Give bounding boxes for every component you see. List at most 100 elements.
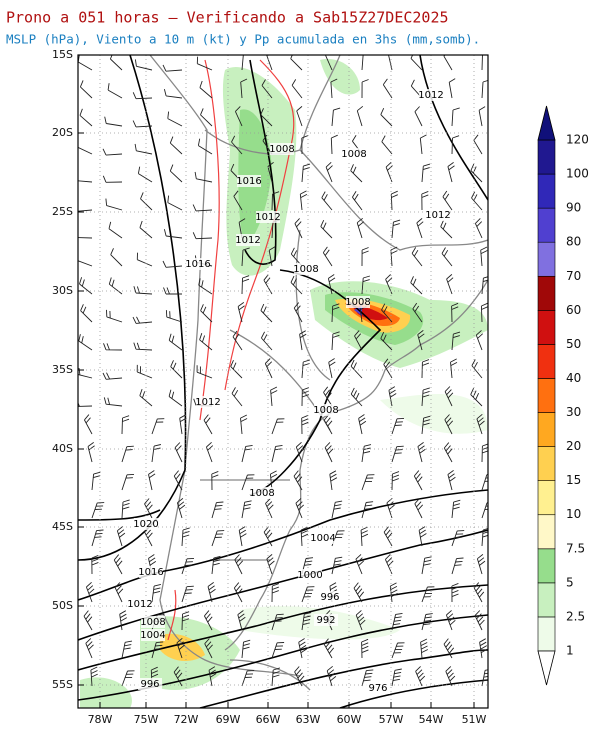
wind-barb: [411, 247, 423, 267]
wind-barb: [350, 387, 363, 407]
wind-barb: [116, 526, 126, 547]
wind-barb: [121, 445, 134, 463]
wind-barb: [240, 414, 248, 435]
wind-barb: [173, 470, 183, 491]
wind-barb: [480, 302, 488, 323]
isobar-label-bg: [236, 234, 260, 246]
wind-barb: [417, 442, 426, 463]
wind-barb: [260, 108, 273, 127]
isobar-label-bg: [270, 143, 294, 155]
wind-barb: [192, 232, 213, 240]
wind-barb: [294, 666, 305, 687]
isobar-label: 1008: [293, 264, 318, 275]
wind-barb: [391, 417, 405, 435]
wind-barb: [261, 79, 273, 99]
colorbar-segment: [537, 446, 556, 481]
wind-barb: [361, 638, 369, 659]
isobar-label-bg: [314, 404, 338, 416]
lon-label: 75W: [134, 713, 159, 726]
wind-barb: [199, 333, 213, 351]
wind-barb: [194, 171, 213, 183]
isobar-label-bg: [141, 629, 165, 641]
wind-barb: [421, 190, 429, 211]
wind-barb: [361, 669, 374, 687]
wind-barb: [151, 444, 162, 463]
wind-barb: [330, 78, 338, 99]
wind-barb: [139, 388, 153, 407]
wind-barb: [301, 359, 311, 379]
wind-barb: [181, 611, 190, 631]
wind-barb: [91, 529, 104, 547]
wind-barb: [78, 140, 93, 155]
wind-barb: [380, 331, 393, 351]
wind-barb: [163, 88, 183, 99]
colorbar-label: 5: [566, 575, 574, 589]
wind-barb: [270, 386, 278, 407]
wind-barb: [445, 666, 456, 687]
wind-barb: [84, 414, 93, 435]
wind-barb: [414, 498, 424, 519]
wind-barb: [443, 638, 455, 659]
isobar-label: 1016: [138, 567, 163, 578]
colorbar-label: 100: [566, 167, 589, 181]
wind-barb: [481, 502, 488, 519]
isobar-label-bg: [186, 258, 210, 270]
wind-barb: [78, 401, 93, 407]
wind-barb: [451, 499, 461, 519]
colorbar-label: 60: [566, 303, 581, 317]
wind-barb: [197, 138, 213, 155]
wind-barb: [136, 364, 153, 379]
wind-barb: [385, 161, 393, 183]
wind-barb: [361, 55, 364, 71]
colorbar-label: 7.5: [566, 541, 585, 555]
wind-barb: [443, 55, 453, 71]
wind-barb: [179, 414, 187, 435]
wind-barb: [173, 666, 183, 687]
colorbar: 1 2.5 5 7.5 10 15 20 30 40 50 60 70 80 90 100 120: [537, 105, 589, 686]
wind-barb: [174, 442, 183, 463]
isobar-label: 1004: [140, 630, 165, 641]
wind-barb: [121, 670, 135, 687]
wind-barb: [413, 470, 423, 491]
wind-barb: [481, 55, 483, 71]
wind-barb: [241, 500, 252, 519]
colorbar-segment: [537, 310, 556, 345]
wind-barb: [355, 610, 366, 631]
wind-barb: [381, 135, 393, 155]
isobar-label: 992: [316, 615, 335, 626]
wind-barb: [103, 343, 123, 351]
wind-barb: [301, 414, 309, 435]
wind-barb: [205, 441, 214, 463]
isobar-label-bg: [138, 678, 162, 690]
wind-barb: [350, 359, 363, 379]
isobar-label: 1012: [235, 235, 260, 246]
wind-barb: [241, 275, 250, 295]
wind-barb: [479, 638, 488, 659]
wind-barb: [176, 498, 186, 519]
wind-barb: [481, 474, 488, 491]
wind-barb: [322, 246, 333, 267]
wind-barb: [83, 610, 93, 631]
wind-barb: [414, 106, 423, 127]
colorbar-segment: [537, 173, 556, 209]
isobar-label: 1004: [310, 533, 335, 544]
wind-barb: [241, 474, 255, 491]
isobar-label-bg: [298, 569, 322, 581]
wind-barb: [144, 498, 153, 519]
isobar-label-bg: [419, 89, 443, 101]
wind-barb: [104, 116, 123, 127]
wind-barb: [331, 500, 343, 519]
wind-barb: [481, 443, 488, 463]
colorbar-segment: [537, 275, 556, 311]
wind-barb: [451, 557, 464, 575]
wind-barb: [331, 107, 341, 127]
wind-barb: [78, 209, 93, 212]
wind-barb: [324, 442, 334, 463]
wind-barb: [383, 526, 393, 547]
wind-barb: [199, 80, 213, 99]
wind-barb: [474, 610, 485, 631]
wind-barb: [360, 526, 369, 547]
colorbar-label: 1: [566, 644, 574, 658]
colorbar-segment: [537, 616, 556, 652]
